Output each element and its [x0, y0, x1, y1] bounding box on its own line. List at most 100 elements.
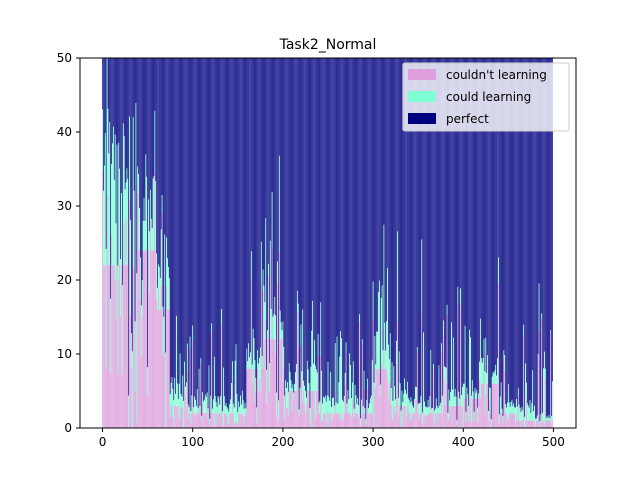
bar-segment-could-learning — [310, 366, 312, 427]
bar-11 — [112, 58, 113, 428]
bar-486 — [540, 58, 542, 428]
bar-segment-could-learning — [268, 263, 269, 276]
bar-segment-couldnt-learning — [520, 426, 522, 428]
bar-125 — [214, 58, 216, 428]
bar-segment-couldnt-learning — [260, 390, 261, 428]
bar-segment-couldnt-learning — [253, 402, 255, 428]
bar-segment-perfect — [299, 58, 301, 388]
bar-segment-could-learning — [481, 362, 483, 384]
bar-segment-couldnt-learning — [515, 421, 516, 428]
bar-segment-couldnt-learning — [414, 413, 415, 428]
bar-segment-could-learning — [416, 346, 418, 352]
bar-segment-couldnt-learning — [324, 413, 326, 428]
bar-segment-couldnt-learning — [314, 391, 315, 428]
bar-segment-could-learning — [380, 297, 382, 369]
bar-segment-could-learning — [426, 407, 428, 416]
bar-segment-could-learning — [484, 371, 486, 416]
bar-segment-perfect — [151, 58, 153, 229]
bar-segment-couldnt-learning — [548, 420, 550, 428]
bar-143 — [231, 58, 232, 428]
bar-segment-could-learning — [446, 304, 448, 314]
bar-segment-couldnt-learning — [421, 313, 423, 428]
bar-67 — [162, 58, 164, 428]
bar-segment-perfect — [354, 58, 356, 385]
bar-segment-could-learning — [494, 370, 496, 384]
bar-segment-couldnt-learning — [248, 368, 250, 428]
bar-segment-could-learning — [269, 240, 271, 340]
bar-segment-could-learning — [282, 321, 284, 382]
bar-segment-couldnt-learning — [158, 288, 159, 428]
bar-segment-could-learning — [346, 403, 348, 414]
bar-segment-could-learning — [250, 251, 252, 280]
bar-segment-could-learning — [171, 377, 173, 406]
bar-segment-couldnt-learning — [296, 312, 298, 428]
bar-segment-perfect — [489, 58, 491, 389]
bar-359 — [425, 58, 427, 428]
bar-segment-perfect — [306, 58, 308, 361]
bar-segment-perfect — [492, 58, 494, 372]
bar-segment-couldnt-learning — [423, 413, 424, 428]
bar-segment-perfect — [149, 58, 151, 190]
bar-segment-perfect — [204, 58, 206, 395]
bar-segment-could-learning — [510, 401, 512, 414]
bar-segment-couldnt-learning — [333, 413, 335, 428]
bar-174 — [259, 58, 260, 428]
bar-segment-perfect — [525, 58, 526, 364]
bar-segment-perfect — [120, 58, 121, 260]
bar-segment-couldnt-learning — [480, 398, 481, 428]
bar-305 — [377, 58, 378, 428]
bar-segment-could-learning — [386, 321, 387, 369]
bar-segment-couldnt-learning — [139, 250, 140, 428]
bar-432 — [491, 58, 493, 428]
bar-segment-could-learning — [261, 356, 263, 369]
bar-segment-could-learning — [361, 339, 363, 344]
bar-segment-perfect — [224, 58, 226, 406]
bar-segment-could-learning — [133, 190, 135, 271]
bar-segment-couldnt-learning — [544, 378, 546, 428]
bar-194 — [277, 58, 278, 428]
bar-segment-couldnt-learning — [263, 368, 265, 428]
bar-segment-could-learning — [519, 407, 521, 421]
bar-381 — [445, 58, 447, 428]
bar-segment-could-learning — [260, 347, 261, 391]
bar-464 — [520, 58, 522, 428]
bar-segment-couldnt-learning — [232, 378, 233, 428]
bar-segment-could-learning — [254, 360, 256, 369]
bar-segment-could-learning — [128, 395, 130, 427]
bar-segment-perfect — [462, 58, 464, 384]
bar-segment-perfect — [333, 58, 335, 406]
bar-416 — [477, 58, 479, 428]
bar-262 — [338, 58, 340, 428]
bar-segment-could-learning — [231, 382, 232, 414]
bar-333 — [402, 58, 404, 428]
bar-segment-could-learning — [303, 380, 305, 391]
bar-segment-could-learning — [438, 365, 440, 414]
bar-177 — [261, 58, 263, 428]
bar-segment-perfect — [471, 58, 473, 381]
bar-374 — [439, 58, 441, 428]
bar-342 — [410, 58, 412, 428]
bar-99 — [191, 58, 193, 428]
bar-424 — [484, 58, 486, 428]
bar-segment-could-learning — [114, 134, 116, 281]
bar-segment-couldnt-learning — [218, 413, 220, 428]
bar-92 — [185, 58, 186, 428]
bar-235 — [314, 58, 315, 428]
bar-319 — [389, 58, 391, 428]
bar-segment-perfect — [232, 58, 234, 404]
bar-segment-could-learning — [134, 321, 136, 392]
bar-segment-perfect — [156, 58, 158, 254]
bar-segment-couldnt-learning — [222, 416, 223, 428]
bar-segment-couldnt-learning — [464, 398, 466, 428]
bar-segment-perfect — [342, 58, 343, 400]
bar-491 — [544, 58, 546, 428]
bar-segment-could-learning — [490, 418, 492, 428]
bar-segment-could-learning — [404, 378, 406, 406]
bar-segment-could-learning — [455, 396, 457, 406]
bar-segment-could-learning — [250, 352, 251, 369]
bar-segment-could-learning — [195, 399, 196, 416]
bar-segment-perfect — [314, 58, 315, 341]
bar-segment-couldnt-learning — [291, 411, 293, 428]
bar-segment-perfect — [543, 58, 544, 369]
bar-437 — [496, 58, 498, 428]
